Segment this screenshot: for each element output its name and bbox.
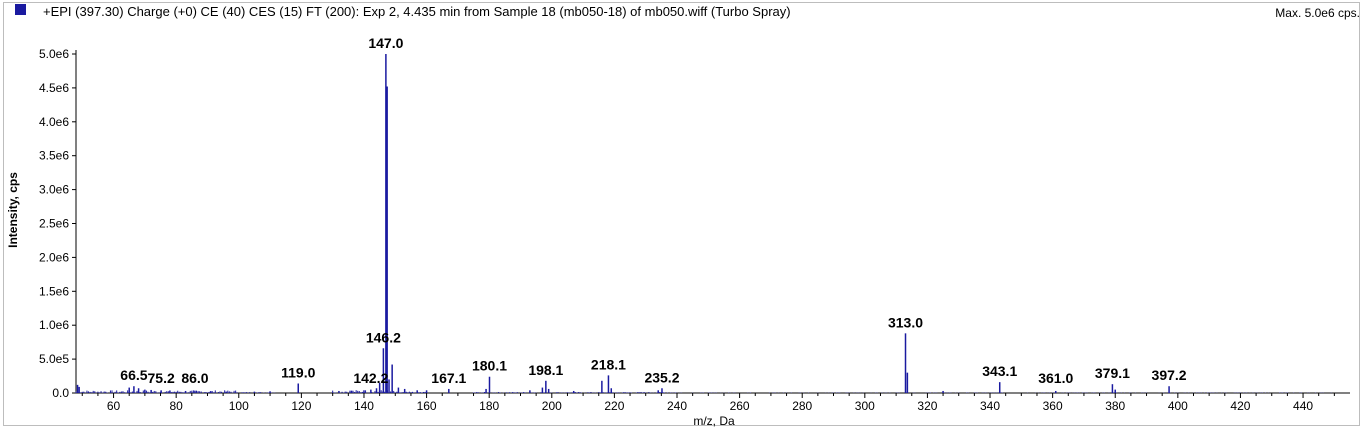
- x-tick-label: 200: [542, 399, 562, 413]
- x-tick-label: 440: [1293, 399, 1313, 413]
- peak-labels: 66.5 75.2 86.0 119.0 142.2 146.2 147.0 167.1 180…: [120, 35, 1187, 386]
- x-tick-label: 300: [855, 399, 875, 413]
- x-tick-label: 260: [730, 399, 750, 413]
- peak-label: 146.2: [366, 329, 401, 345]
- y-tick-label: 5.0e5: [39, 352, 69, 366]
- spectrum-title: +EPI (397.30) Charge (+0) CE (40) CES (1…: [43, 4, 791, 19]
- y-tick-label: 4.5e6: [39, 81, 69, 95]
- chart-frame: [3, 2, 1360, 426]
- x-tick-label: 280: [792, 399, 812, 413]
- y-tick-label: 0.0: [52, 386, 69, 400]
- peak-label: 66.5: [120, 367, 147, 383]
- peak-label: 167.1: [431, 370, 466, 386]
- y-tick-label: 3.0e6: [39, 183, 69, 197]
- peak-label: 198.1: [528, 362, 563, 378]
- peak-label: 147.0: [368, 35, 403, 51]
- peak-label: 379.1: [1095, 365, 1130, 381]
- y-tick-label: 5.0e6: [39, 47, 69, 61]
- x-tick-label: 120: [291, 399, 311, 413]
- peak-label: 180.1: [472, 358, 507, 374]
- peak-label: 361.0: [1038, 370, 1073, 386]
- x-axis-title: m/z, Da: [693, 414, 735, 428]
- x-tick-label: 400: [1168, 399, 1188, 413]
- peak-label: 75.2: [148, 370, 175, 386]
- y-tick-label: 4.0e6: [39, 115, 69, 129]
- x-tick-label: 320: [917, 399, 937, 413]
- x-tick-label: 360: [1043, 399, 1063, 413]
- x-tick-label: 380: [1105, 399, 1125, 413]
- y-tick-label: 1.0e6: [39, 318, 69, 332]
- y-tick-label: 1.5e6: [39, 284, 69, 298]
- x-tick-label: 60: [107, 399, 121, 413]
- peak-label: 142.2: [353, 370, 388, 386]
- x-tick-label: 100: [229, 399, 249, 413]
- x-tick-label: 180: [479, 399, 499, 413]
- peak-label: 313.0: [888, 314, 923, 330]
- peaks: [75, 54, 1332, 393]
- peak-label: 119.0: [281, 365, 315, 381]
- max-intensity-label: Max. 5.0e6 cps.: [1275, 6, 1360, 20]
- peak-label: 397.2: [1152, 367, 1187, 383]
- x-tick-label: 80: [169, 399, 183, 413]
- x-tick-label: 160: [417, 399, 437, 413]
- x-tick-label: 140: [354, 399, 374, 413]
- y-tick-label: 3.5e6: [39, 149, 69, 163]
- peak-label: 218.1: [591, 356, 626, 372]
- blue-square-icon: [15, 4, 26, 15]
- y-tick-label: 2.0e6: [39, 250, 69, 264]
- x-tick-label: 340: [980, 399, 1000, 413]
- x-tick-label: 220: [604, 399, 624, 413]
- axes: 0.0 5.0e5 1.0e6 1.5e6 2.0e6 2.5e6 3.0e6 3.5e6 4.…: [39, 47, 1350, 413]
- y-tick-label: 2.5e6: [39, 217, 69, 231]
- x-tick-label: 240: [667, 399, 687, 413]
- peak-label: 86.0: [181, 370, 208, 386]
- peak-label: 343.1: [982, 363, 1017, 379]
- x-tick-label: 420: [1230, 399, 1250, 413]
- peak-label: 235.2: [644, 369, 679, 385]
- y-axis-title: Intensity, cps: [6, 172, 20, 248]
